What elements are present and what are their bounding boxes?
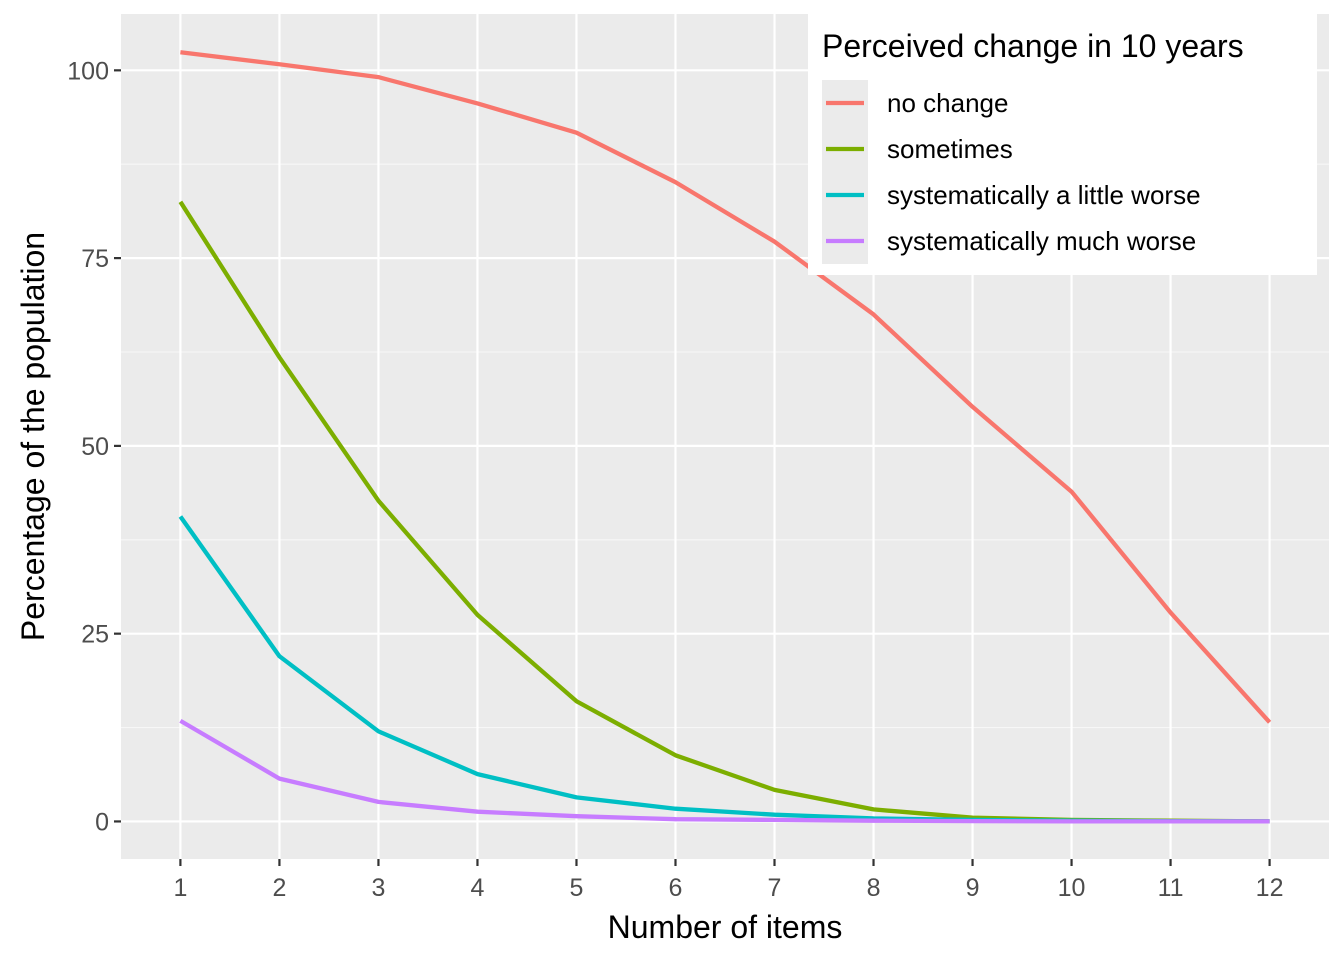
y-tick-label: 50 [81,433,109,461]
y-tick-label: 25 [81,621,109,649]
x-tick-label: 10 [1058,874,1086,902]
legend: Perceived change in 10 years no change so… [808,14,1317,275]
y-tick-label: 100 [67,57,109,85]
y-tick-label: 0 [95,808,109,836]
x-tick-label: 3 [371,874,385,902]
x-tick-label: 6 [669,874,683,902]
x-tick-label: 7 [768,874,782,902]
x-tick-label: 11 [1158,874,1184,902]
x-tick-label: 2 [272,874,286,902]
x-tick-label: 9 [966,874,980,902]
legend-label: systematically a little worse [887,180,1201,210]
series-lines [178,50,1272,824]
legend-background [808,14,1317,275]
y-axis-title: Percentage of the population [15,232,51,641]
series-line-no-change [180,50,1272,724]
x-tick-label: 1 [173,874,187,902]
x-tick-label: 8 [867,874,881,902]
x-tick-label: 12 [1256,874,1284,902]
x-tick-label: 5 [570,874,584,902]
y-tick-label: 75 [81,245,109,273]
x-axis-title: Number of items [608,909,843,945]
legend-title: Perceived change in 10 years [822,28,1244,64]
legend-label: no change [887,88,1008,118]
y-axis: 0 25 50 75 100 [67,57,121,836]
legend-label: systematically much worse [887,226,1196,256]
legend-label: sometimes [887,134,1013,164]
x-tick-label: 4 [471,874,485,902]
legend-items: no change sometimes systematically a littl… [822,80,1201,264]
series-line-systematically-much-worse [179,718,1270,824]
x-axis: 1 2 3 4 5 6 7 8 9 10 11 12 [173,859,1283,902]
